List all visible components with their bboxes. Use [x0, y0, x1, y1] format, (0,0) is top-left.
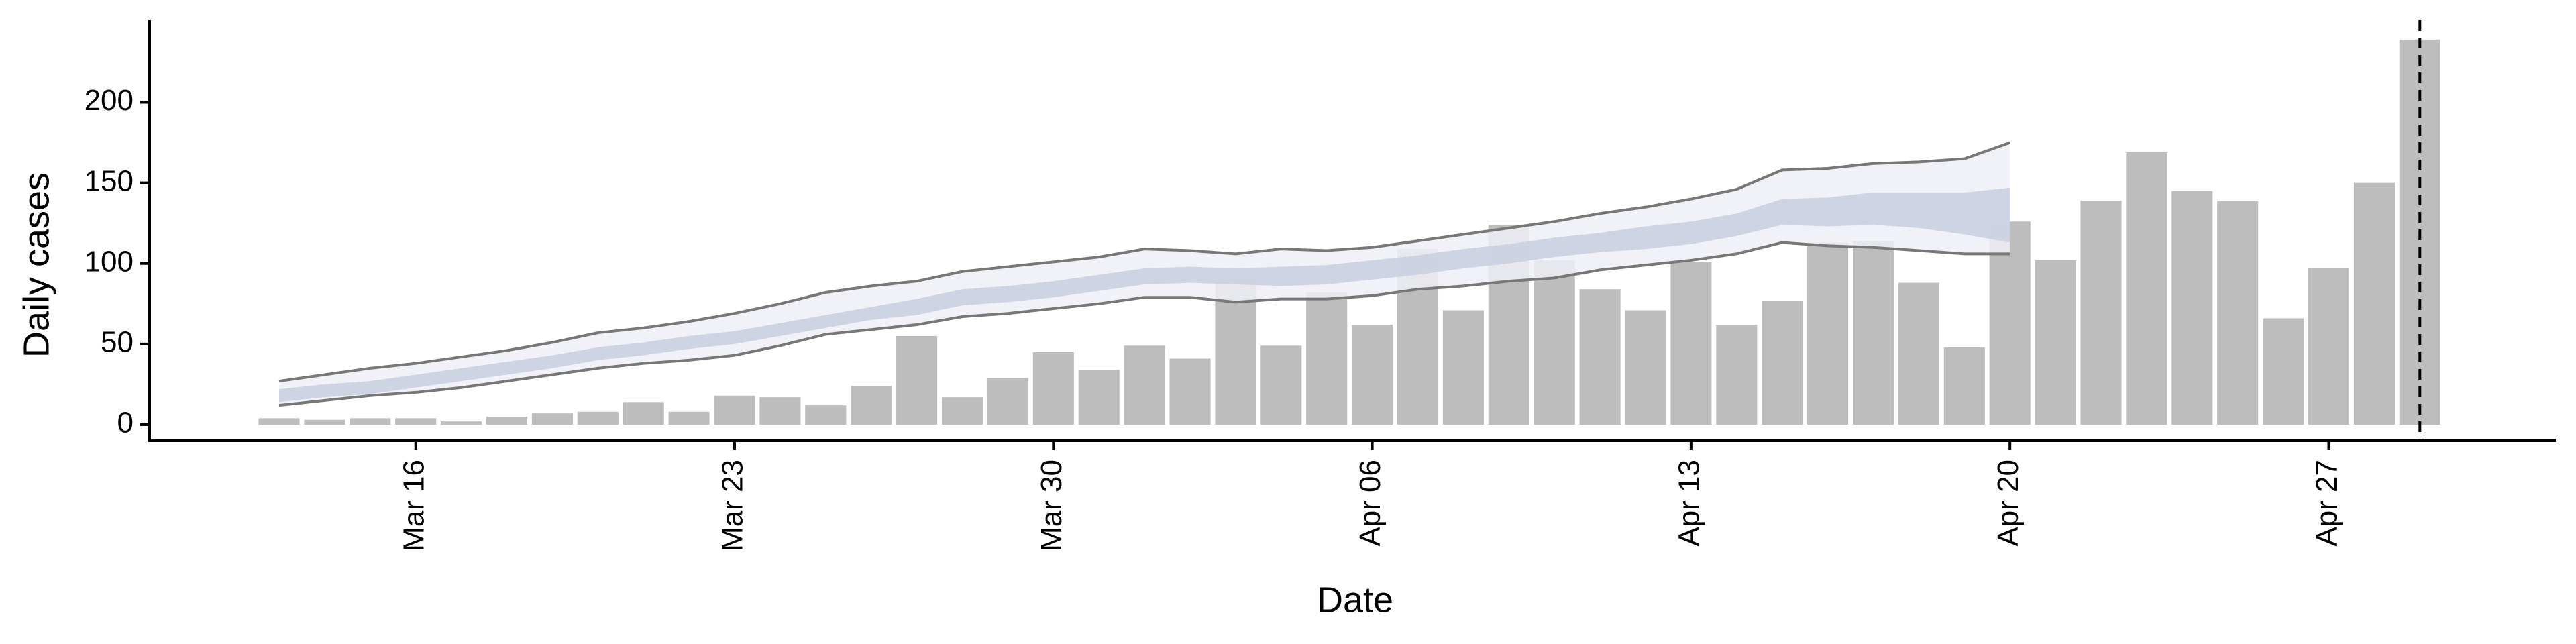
bar: [1260, 345, 1302, 425]
bar: [1989, 221, 2031, 425]
bar: [668, 411, 710, 425]
bar: [2171, 191, 2213, 425]
bar: [1032, 352, 1074, 425]
bar: [1306, 292, 1348, 425]
bar: [2217, 201, 2259, 425]
bar: [2035, 260, 2076, 425]
interval-line: [278, 141, 2010, 383]
bar: [714, 395, 755, 425]
x-tick-label: Mar 16: [397, 460, 430, 551]
x-tick-label: Apr 27: [2310, 460, 2343, 547]
bar: [805, 405, 847, 425]
bar: [1807, 242, 1849, 425]
y-tick-label: 50: [101, 325, 133, 358]
x-tick-label: Apr 13: [1673, 460, 1706, 547]
bar: [1579, 289, 1621, 425]
bar: [2353, 182, 2395, 425]
bar: [304, 419, 345, 425]
bar: [1762, 301, 1803, 425]
bar: [1124, 345, 1165, 425]
bar: [1943, 347, 1985, 425]
bar: [941, 397, 983, 425]
bar: [1078, 370, 1120, 425]
bar: [1670, 262, 1712, 425]
bar: [1442, 310, 1484, 425]
interval-line: [278, 241, 2010, 407]
y-axis-title: Daily cases: [16, 172, 56, 358]
interval-band: [279, 187, 2010, 402]
bar: [258, 418, 300, 425]
bar: [1534, 260, 1575, 425]
bar: [759, 397, 801, 425]
x-tick-label: Mar 23: [716, 460, 749, 551]
bar: [486, 416, 528, 425]
bar: [1169, 358, 1211, 425]
bar: [2080, 201, 2122, 425]
bar: [395, 418, 437, 425]
bar: [2308, 268, 2350, 425]
bar: [350, 418, 391, 425]
y-tick-label: 150: [85, 164, 133, 197]
x-tick-label: Apr 06: [1354, 460, 1387, 547]
bar: [1898, 282, 1939, 425]
bar: [896, 335, 938, 425]
bar: [987, 378, 1028, 425]
bar: [1716, 325, 1758, 425]
bar: [2263, 318, 2304, 425]
y-tick-label: 100: [85, 245, 133, 278]
bar: [531, 413, 573, 425]
x-tick-label: Apr 20: [1992, 460, 2025, 547]
x-axis-title: Date: [1317, 580, 1393, 620]
y-tick-label: 0: [117, 407, 133, 439]
bar: [1352, 325, 1393, 425]
bar: [1852, 241, 1894, 425]
bar: [441, 421, 482, 425]
bar: [851, 386, 892, 425]
bar: [623, 402, 664, 425]
bar: [1625, 310, 1666, 425]
y-tick-label: 200: [85, 84, 133, 117]
x-tick-label: Mar 30: [1035, 460, 1068, 551]
bar: [577, 411, 619, 425]
bar: [2126, 152, 2167, 425]
